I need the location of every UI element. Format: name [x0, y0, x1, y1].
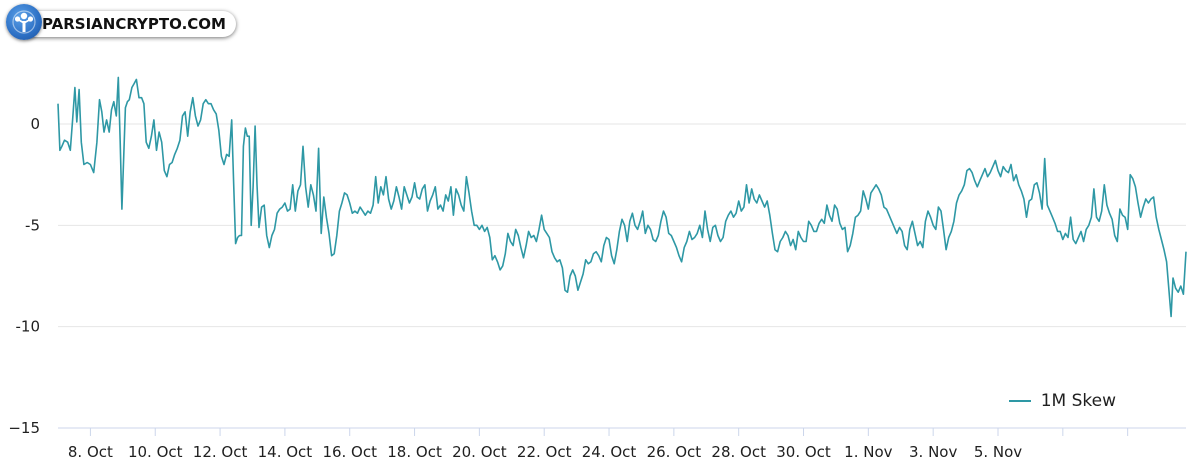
- y-gridlines: [58, 123, 1186, 429]
- x-tick-label: 8. Oct: [68, 443, 113, 461]
- x-tick-label: 1. Nov: [844, 443, 892, 461]
- y-tick-label: -5: [25, 216, 40, 234]
- x-tick-label: 12. Oct: [193, 443, 248, 461]
- legend-swatch-1m-skew: [1008, 400, 1031, 402]
- x-axis-ticks: [89, 428, 1129, 436]
- x-tick-label: 16. Oct: [322, 443, 377, 461]
- x-tick-label: 24. Oct: [582, 443, 637, 461]
- y-tick-label: −15: [8, 419, 40, 437]
- x-axis-labels: 8. Oct 10. Oct 12. Oct 14. Oct 16. Oct 18. Oc…: [68, 443, 1022, 461]
- x-tick-label: 10. Oct: [128, 443, 183, 461]
- x-tick-label: 22. Oct: [517, 443, 572, 461]
- legend[interactable]: 1M Skew: [1008, 390, 1116, 412]
- x-tick-label: 28. Oct: [711, 443, 766, 461]
- logo-pill: [16, 11, 236, 37]
- x-tick-label: 30. Oct: [776, 443, 831, 461]
- series-line-1m-skew[interactable]: [57, 76, 1187, 318]
- logo-tree-icon: [6, 4, 42, 40]
- x-tick-label: 20. Oct: [452, 443, 507, 461]
- x-tick-label: 14. Oct: [258, 443, 313, 461]
- x-tick-label: 26. Oct: [647, 443, 702, 461]
- x-tick-label: 18. Oct: [387, 443, 442, 461]
- x-tick-label: 5. Nov: [974, 443, 1022, 461]
- y-axis-labels: 0 -5 -10 −15: [8, 115, 40, 437]
- watermark-logo: PARSIANCRYPTO.COM: [6, 4, 238, 42]
- legend-label-1m-skew: 1M Skew: [1040, 391, 1116, 411]
- y-tick-label: 0: [30, 115, 40, 133]
- series-layer: [57, 76, 1187, 318]
- y-tick-label: -10: [16, 318, 41, 336]
- x-tick-label: 3. Nov: [909, 443, 957, 461]
- logo-text: PARSIANCRYPTO.COM: [42, 15, 226, 33]
